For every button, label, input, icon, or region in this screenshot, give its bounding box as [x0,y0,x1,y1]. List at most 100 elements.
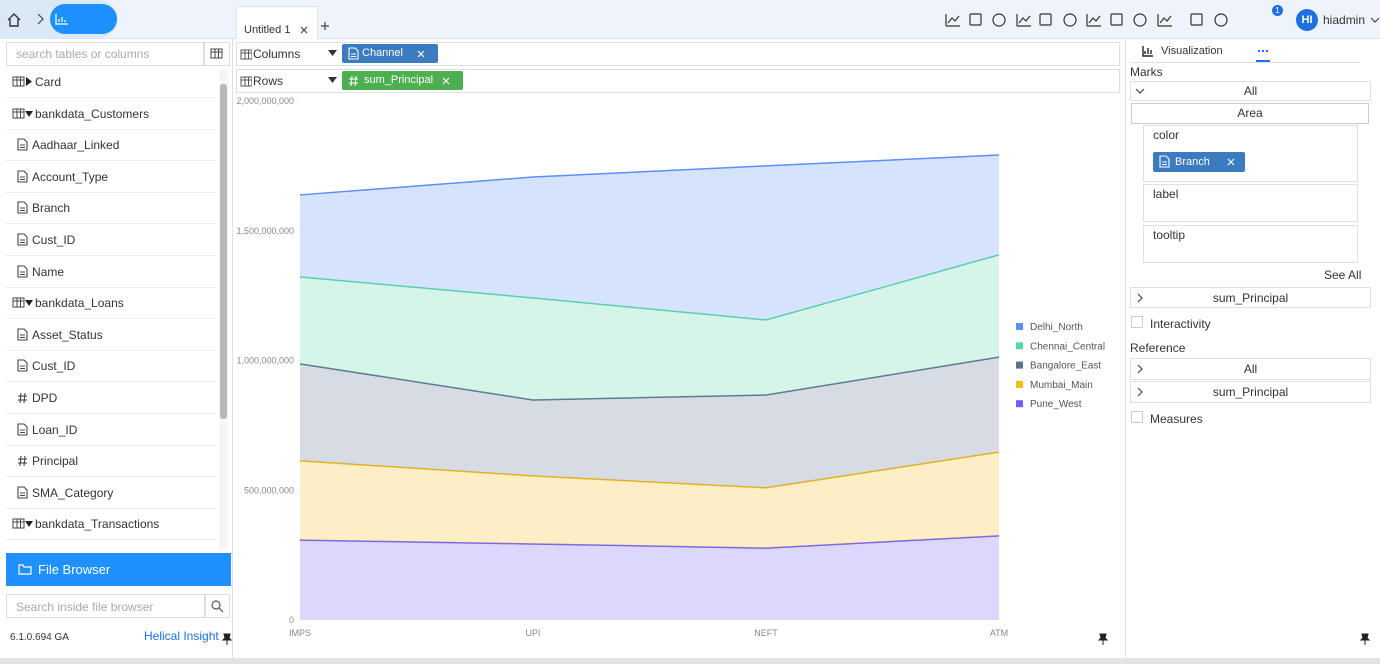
field-pill[interactable] [342,44,438,63]
icon[interactable] [416,49,426,59]
field-pill-label: Channel [362,47,403,59]
tool [1109,13,1123,26]
icon[interactable] [968,12,986,28]
icon [17,201,28,214]
icon[interactable] [1156,12,1174,28]
tree-row[interactable] [6,350,216,383]
icon[interactable] [1109,12,1127,28]
toggle [26,77,32,86]
doc-shape [1159,155,1170,168]
tree-row[interactable] [6,192,216,225]
accordion-label: sum_Principal [1212,290,1289,305]
tree-row[interactable] [6,66,216,98]
field-pill[interactable] [342,71,463,90]
tab-label[interactable]: Visualization [1161,45,1223,57]
tree-row[interactable] [6,98,216,130]
icon[interactable] [1360,633,1370,645]
tab[interactable] [236,6,318,39]
icon[interactable] [1370,15,1380,25]
icon[interactable] [222,633,232,645]
icon[interactable] [1098,633,1108,645]
accordion-row[interactable] [1130,287,1371,308]
accordion-row[interactable] [1130,81,1371,101]
tree-row[interactable] [6,224,216,256]
tree-row[interactable] [6,382,216,414]
x-tick-label: IMPS [289,628,311,638]
checkbox[interactable] [1131,411,1143,423]
checkbox[interactable] [1131,316,1143,328]
icon[interactable] [1085,12,1103,28]
icon[interactable] [34,12,46,26]
table-shape [12,297,25,308]
tree-row[interactable] [6,508,216,541]
brand[interactable]: Helical Insight [144,629,219,643]
icon[interactable] [1015,12,1033,28]
nav-pill[interactable] [50,4,117,34]
icon [240,49,252,60]
y-tick-label: 500,000,000 [244,485,294,495]
tree-row[interactable] [6,129,216,162]
tree-row[interactable] [6,161,216,193]
search-box[interactable] [6,42,204,66]
more-dot[interactable] [1266,50,1268,52]
icon[interactable] [320,21,330,31]
mark-label: label [1153,187,1179,201]
file-search-button[interactable] [204,594,230,618]
tree-row[interactable] [6,414,216,446]
icon [12,108,25,119]
more-dot[interactable] [1262,50,1264,52]
icon[interactable] [1189,12,1207,28]
icon[interactable] [55,13,69,25]
see-all[interactable]: See All [1324,268,1362,282]
icon [17,486,28,499]
icon[interactable] [1062,12,1080,28]
tree-row[interactable] [6,445,216,478]
icon[interactable] [441,76,451,86]
user-name[interactable]: hiadmin [1323,13,1366,27]
mark-type[interactable]: Area [1131,103,1369,124]
icon[interactable] [1213,12,1231,28]
icon[interactable] [299,25,309,35]
icon[interactable] [1038,12,1056,28]
file-search[interactable] [6,594,206,618]
icon[interactable] [328,50,337,57]
file-browser-bar[interactable] [6,553,231,586]
chevron [1135,88,1145,94]
tree-label: Loan_ID [32,422,78,437]
icon [12,76,25,87]
icon[interactable] [1132,12,1150,28]
icon[interactable] [991,12,1009,28]
mark-box[interactable] [1143,184,1358,222]
icon[interactable] [1226,157,1236,167]
file-browser-label: File Browser [38,562,111,577]
toggle [25,300,33,307]
mark-box[interactable] [1143,225,1358,263]
user-avatar[interactable]: HI [1296,9,1318,31]
mark-box[interactable] [1143,125,1358,182]
y-tick-label: 1,500,000,000 [236,226,294,236]
icon[interactable] [328,77,337,84]
tool [1213,13,1228,27]
tree-row[interactable] [6,477,216,509]
icon[interactable] [6,12,22,28]
icon [17,265,28,278]
accordion-row[interactable] [1130,358,1371,380]
bottom-strip [0,658,1380,664]
table-shape [12,76,25,87]
tree-row[interactable] [6,256,216,288]
more-dot[interactable] [1258,50,1260,52]
grid-button[interactable] [204,42,230,66]
legend-swatch [1016,380,1023,388]
icon[interactable] [944,12,962,28]
checkbox-label: Interactivity [1150,317,1211,331]
tree-row[interactable] [6,287,216,320]
scrollbar-thumb[interactable] [220,84,227,419]
icon [1142,46,1153,57]
accordion-row[interactable] [1130,381,1371,403]
tree-row[interactable] [6,319,216,351]
tree-label: Card [35,75,62,89]
icon [17,423,28,436]
field-pill[interactable] [1153,152,1245,172]
legend-label: Chennai_Central [1030,341,1105,352]
